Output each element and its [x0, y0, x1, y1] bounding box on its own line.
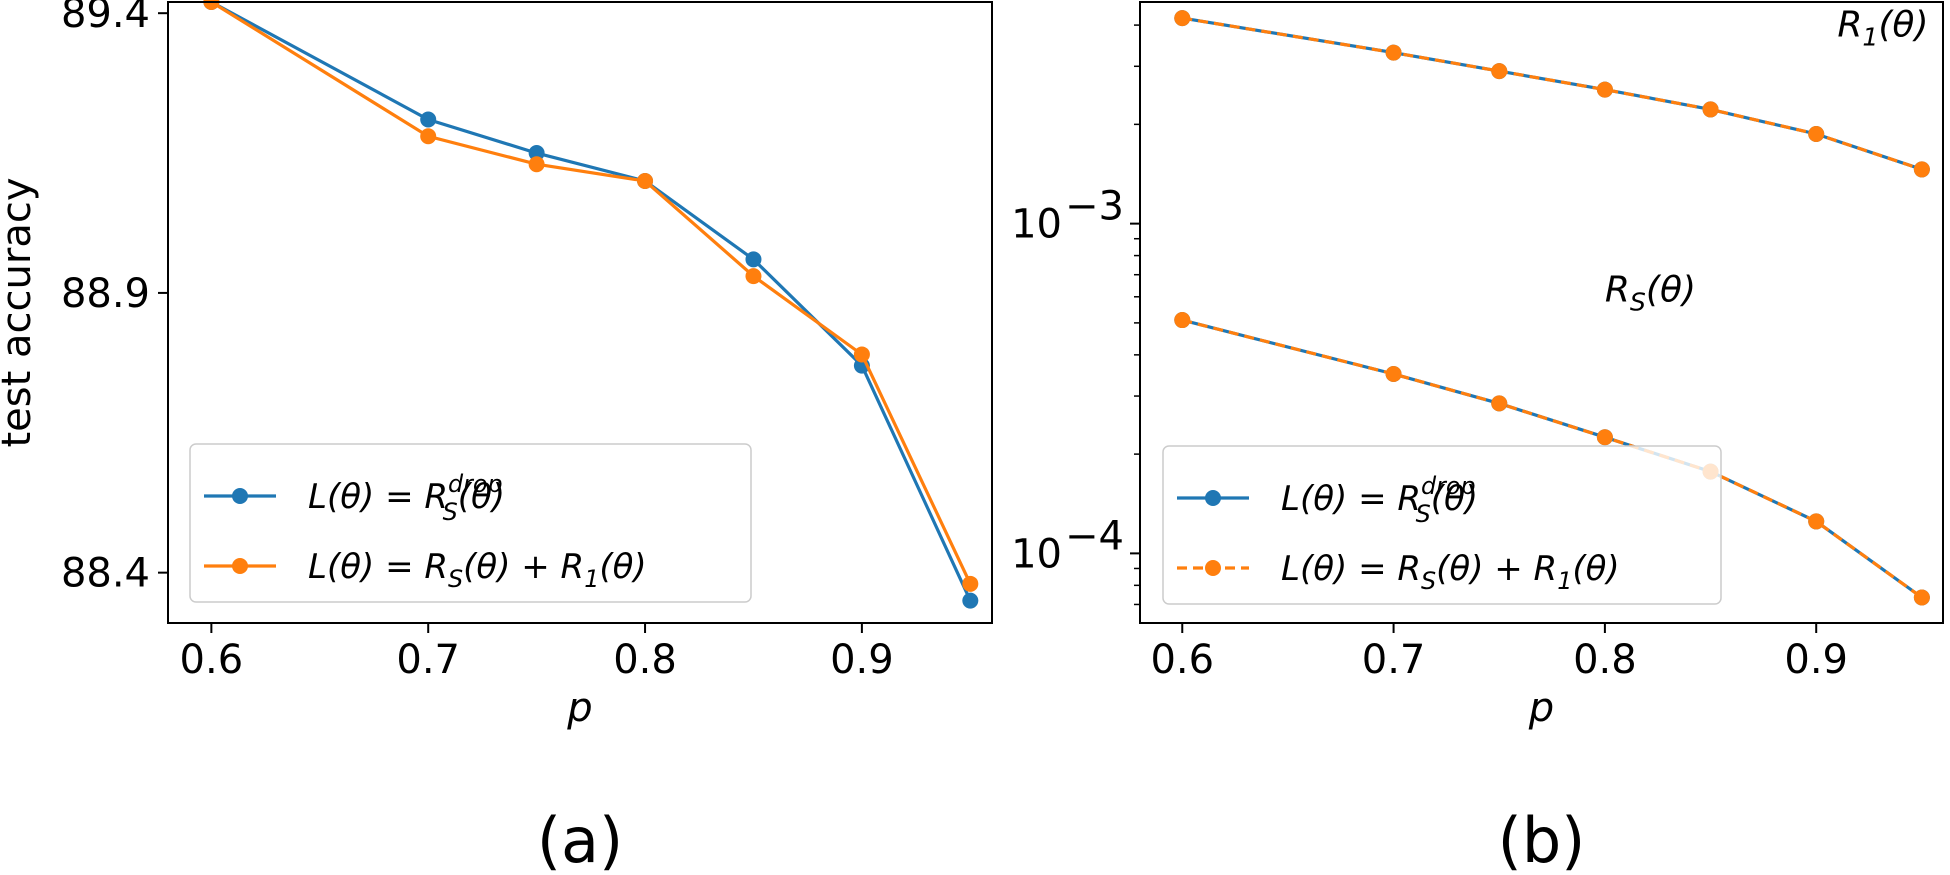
legend-box	[189, 443, 752, 603]
x-tick-label: 0.8	[613, 637, 677, 683]
data-point	[1385, 365, 1402, 382]
data-point	[1913, 589, 1930, 606]
text-span: (θ)	[1646, 270, 1696, 311]
data-point	[637, 173, 654, 190]
annotation-label: RS(θ)	[1605, 270, 1696, 317]
x-tick-label: 0.6	[180, 637, 244, 683]
data-point	[1808, 513, 1825, 530]
legend-marker	[232, 558, 248, 574]
panel-b: 0.6 0.7 0.8 0.910 −310 −4R1(θ)RS(θ)L(θ) = Rdr…	[1011, 1, 1944, 875]
panel-a: 0.6 0.7 0.8 0.988.488.989.4L(θ) = Rdrop S(θ)…	[0, 0, 993, 875]
series-line	[1182, 16, 1923, 171]
x-tick-label: 0.8	[1573, 637, 1637, 683]
y-tick-exponent: −4	[1065, 513, 1124, 559]
y-tick-label: 10	[1011, 202, 1062, 248]
text-span: R	[1837, 4, 1862, 45]
superscript: drop	[448, 470, 503, 498]
data-point	[420, 111, 437, 128]
x-tick-label: 0.9	[830, 637, 894, 683]
data-point	[1491, 395, 1508, 412]
legend-label: L(θ) = Rdrop S(θ)	[1281, 472, 1478, 528]
legend-label: L(θ) = RS(θ) + R1(θ)	[308, 547, 647, 593]
subscript: 1	[1862, 22, 1878, 51]
text-span: (θ)	[1572, 549, 1619, 589]
data-point	[745, 268, 762, 285]
text-span: R	[1605, 270, 1630, 311]
y-axis-label: test accuracy	[0, 178, 40, 448]
data-point	[420, 128, 437, 145]
text-span: L(θ) = R	[308, 477, 448, 517]
data-point	[528, 156, 545, 173]
annotation-label: R1(θ)	[1837, 4, 1928, 51]
data-point	[853, 346, 870, 363]
legend-label: L(θ) = RS(θ) + R1(θ)	[1281, 549, 1620, 595]
y-tick-label: 88.4	[61, 551, 150, 597]
y-tick-label: 89.4	[61, 0, 150, 37]
y-tick-label: 88.9	[61, 271, 150, 317]
data-point	[1385, 44, 1402, 61]
y-tick-exponent: −3	[1065, 184, 1124, 230]
data-point	[962, 592, 979, 609]
x-axis-label: p	[1528, 685, 1554, 731]
subscript: 1	[584, 565, 599, 593]
x-tick-label: 0.7	[396, 637, 460, 683]
y-tick-label: 10	[1011, 531, 1062, 577]
legend-marker	[1205, 490, 1221, 506]
text-span: (θ)	[458, 477, 505, 517]
superscript: drop	[1421, 472, 1476, 500]
text-span: L(θ) = R	[1281, 479, 1421, 519]
text-span: (θ) + R	[463, 547, 584, 587]
legend-label: L(θ) = Rdrop S(θ)	[308, 470, 505, 526]
text-span: L(θ) = R	[1281, 549, 1421, 589]
text-span: L(θ) = R	[308, 547, 448, 587]
data-point	[1596, 429, 1613, 446]
x-axis-label: p	[566, 685, 592, 731]
data-point	[1491, 63, 1508, 80]
subscript: S	[1416, 500, 1431, 528]
subscript: S	[448, 565, 463, 593]
subscript: S	[443, 498, 458, 526]
data-point	[1702, 101, 1719, 118]
data-point	[528, 145, 545, 162]
panel-label: (b)	[1498, 804, 1586, 875]
legend-marker	[232, 488, 248, 504]
data-point	[745, 251, 762, 268]
subscript: S	[1421, 567, 1436, 595]
data-point	[962, 575, 979, 592]
data-point	[1913, 161, 1930, 178]
data-point	[1174, 10, 1191, 27]
axes-frame	[167, 1, 993, 624]
series-line	[1182, 16, 1923, 171]
text-span: (θ)	[1878, 4, 1928, 45]
legend-marker	[1205, 560, 1221, 576]
text-span: (θ)	[1431, 479, 1478, 519]
axes-frame	[1139, 1, 1944, 624]
x-tick-label: 0.7	[1362, 637, 1426, 683]
legend-box	[1162, 445, 1722, 605]
data-point	[1808, 125, 1825, 142]
text-span: (θ)	[599, 547, 646, 587]
text-span: (θ) + R	[1436, 549, 1557, 589]
panel-label: (a)	[537, 804, 623, 875]
subscript: 1	[1557, 567, 1572, 595]
data-point	[1174, 312, 1191, 329]
x-tick-label: 0.6	[1150, 637, 1214, 683]
x-tick-label: 0.9	[1784, 637, 1848, 683]
data-point	[1596, 81, 1613, 98]
subscript: S	[1630, 288, 1646, 317]
